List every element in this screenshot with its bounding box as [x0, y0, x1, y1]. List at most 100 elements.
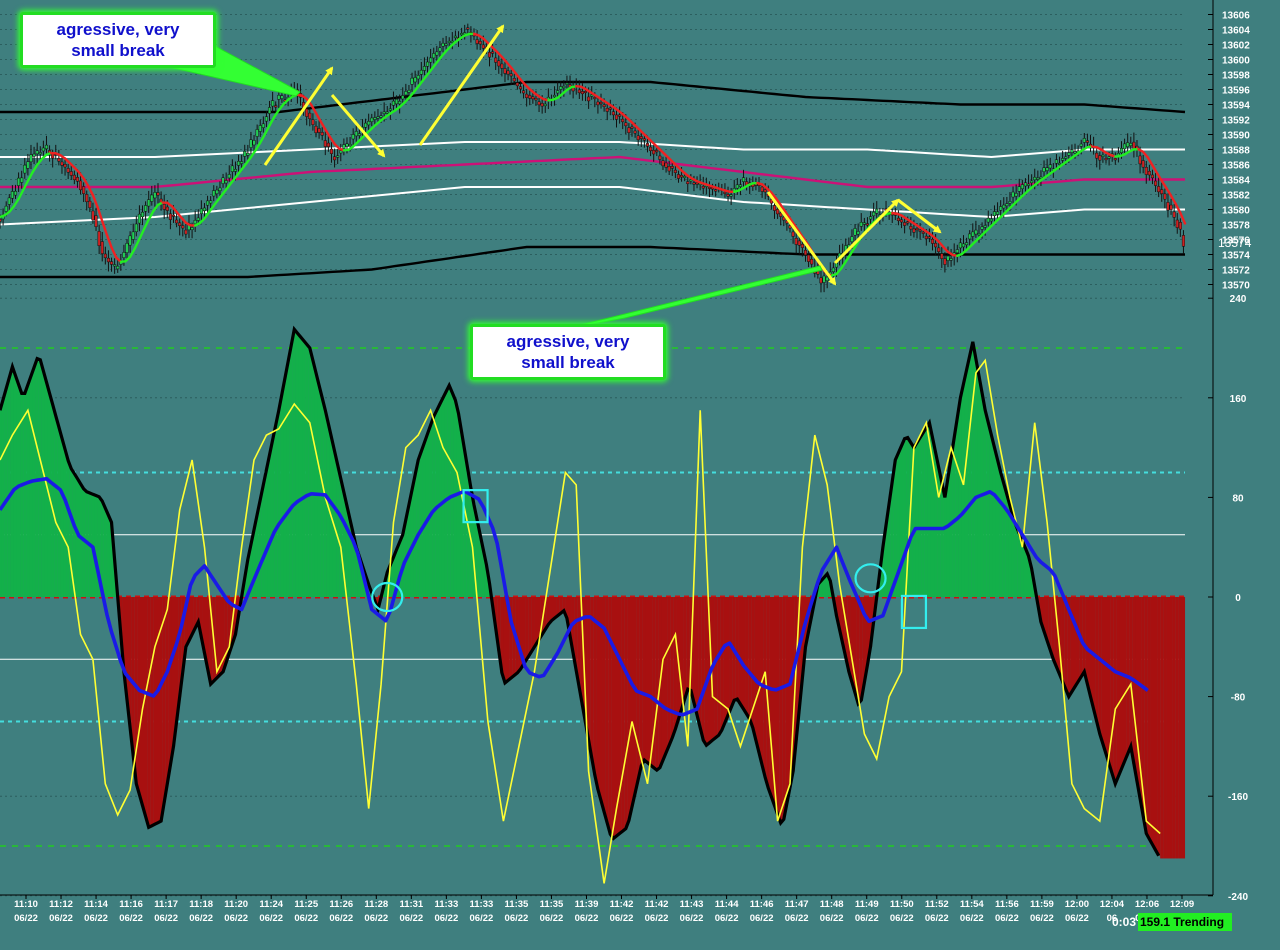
candle-body	[1166, 202, 1170, 211]
candle-body	[113, 264, 117, 267]
histogram-bar	[534, 597, 538, 645]
x-time-label: 11:17	[154, 899, 178, 910]
histogram-bar	[1005, 494, 1009, 597]
candle-body	[1126, 142, 1130, 148]
histogram-bar	[326, 423, 330, 597]
candle-body	[680, 175, 684, 178]
moving-average-segment	[319, 120, 327, 131]
moving-average-segment	[779, 203, 787, 213]
candle-body	[32, 153, 36, 157]
candle-body	[1045, 167, 1049, 171]
x-time-label: 11:49	[855, 899, 879, 910]
candle-body	[326, 142, 330, 147]
x-date-label: 06/22	[1030, 913, 1054, 924]
candle-body	[0, 219, 2, 222]
histogram-bar	[745, 597, 749, 715]
price-tick-label: 13586	[1222, 161, 1250, 172]
candle-body	[271, 100, 275, 107]
candle-body	[918, 229, 922, 232]
candle-body	[128, 235, 132, 246]
candle-body	[78, 180, 83, 191]
histogram-bar	[193, 597, 197, 629]
candle-body	[193, 219, 197, 225]
x-date-label: 06/22	[224, 913, 248, 924]
histogram-bar	[772, 597, 777, 806]
histogram-bar	[308, 348, 312, 597]
moving-average-segment	[82, 177, 90, 188]
candle-body	[943, 258, 947, 265]
moving-average-segment	[849, 245, 857, 256]
histogram-bar	[912, 447, 916, 597]
histogram-bar	[605, 597, 609, 823]
candle-body	[537, 101, 541, 106]
x-time-label: 11:33	[434, 899, 458, 910]
histogram-bar	[971, 341, 975, 597]
histogram-bar	[741, 597, 746, 710]
histogram-bar	[277, 410, 281, 597]
histogram-bar	[992, 447, 997, 597]
candle-body	[227, 174, 231, 179]
histogram-bar	[1129, 597, 1133, 747]
x-date-label: 06/22	[470, 913, 494, 924]
price-tick-label: 13584	[1222, 176, 1250, 187]
histogram-bar	[171, 597, 176, 747]
moving-average-segment	[105, 233, 113, 249]
trend-arrow	[897, 198, 942, 234]
histogram-bar	[283, 377, 287, 597]
candle-body	[1101, 154, 1105, 157]
candle-body	[580, 91, 584, 95]
histogram-bar	[614, 597, 619, 837]
histogram-bar	[540, 597, 544, 635]
moving-average-segment	[231, 174, 239, 183]
histogram-bar	[184, 597, 188, 647]
candle-body	[181, 225, 185, 229]
x-time-label: 12:00	[1065, 899, 1089, 910]
x-time-label: 11:26	[329, 899, 353, 910]
histogram-bar	[29, 376, 33, 597]
price-bands	[0, 80, 1186, 279]
histogram-bar	[940, 482, 944, 597]
histogram-bar	[782, 597, 786, 820]
candle-body	[72, 174, 76, 180]
histogram-bar	[271, 440, 275, 597]
candle-body	[599, 102, 603, 105]
moving-average-segment	[417, 79, 425, 88]
candle-body	[29, 154, 33, 163]
candle-body	[723, 191, 727, 194]
x-date-label: 06/22	[820, 913, 844, 924]
candle-body	[97, 231, 101, 246]
histogram-bar	[215, 597, 219, 678]
candle-body	[224, 180, 228, 184]
x-axis: 11:10 06/22 11:12 06/22 11:14 06/22 11:16 06/22…	[0, 894, 1213, 924]
candle-body	[147, 199, 151, 207]
histogram-bar	[463, 450, 467, 597]
histogram-bar	[949, 457, 953, 597]
x-time-label: 11:39	[575, 899, 599, 910]
histogram-bar	[345, 506, 349, 597]
histogram-bar	[1153, 597, 1158, 851]
candle-body	[974, 229, 978, 235]
histogram-bar	[853, 597, 857, 694]
histogram-bar	[69, 468, 73, 597]
candle-body	[862, 222, 866, 225]
candle-body	[701, 186, 705, 189]
histogram-bar	[1011, 516, 1015, 597]
histogram-bar	[218, 597, 222, 675]
trend-arrows	[263, 24, 942, 286]
histogram-bar	[35, 358, 39, 597]
candle-body	[676, 174, 681, 179]
candle-body	[444, 43, 448, 46]
candle-body	[345, 143, 349, 147]
candle-body	[10, 191, 14, 199]
candle-body	[807, 254, 811, 262]
histogram-bar	[305, 344, 309, 597]
histogram-bar	[769, 597, 774, 797]
status-trend-badge: 159.1 Trending	[1138, 913, 1232, 931]
moving-average-segment	[1169, 194, 1177, 206]
histogram-bar	[645, 597, 650, 763]
histogram-bar	[422, 442, 427, 597]
histogram-bar	[825, 573, 829, 597]
candle-body	[1082, 138, 1086, 143]
candle-body	[354, 131, 358, 137]
histogram-bar	[952, 437, 956, 597]
